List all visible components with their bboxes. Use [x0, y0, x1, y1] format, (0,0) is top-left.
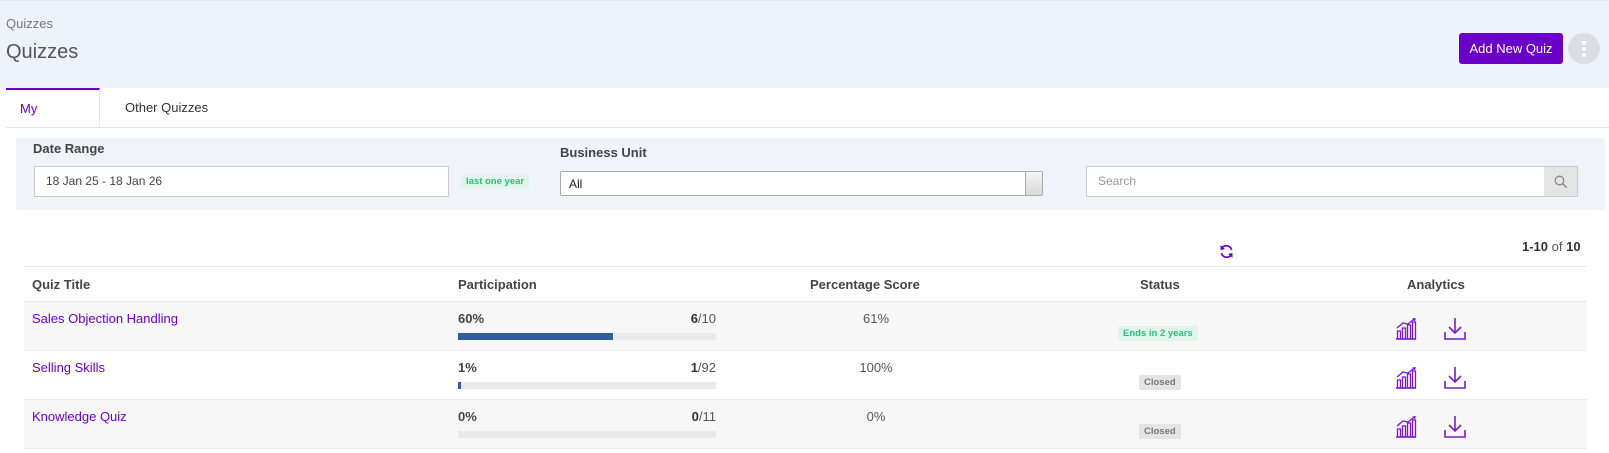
participated-count: 1: [690, 360, 698, 375]
add-new-quiz-button[interactable]: Add New Quiz: [1459, 33, 1563, 64]
participation-progress-bar: [458, 333, 716, 340]
participation-progress-fill: [458, 333, 613, 340]
table-row: Knowledge Quiz 0% 0/11 0% Closed: [24, 400, 1587, 449]
participated-count: 6: [690, 311, 698, 326]
participant-total: /10: [697, 311, 716, 326]
filter-panel: Date Range 18 Jan 25 - 18 Jan 26 last on…: [16, 138, 1605, 210]
date-range-badge: last one year: [461, 174, 530, 189]
participation-progress-bar: [458, 382, 716, 389]
participation-percent: 0%: [458, 409, 477, 424]
bar-chart-icon[interactable]: [1394, 317, 1418, 341]
search-button[interactable]: [1544, 166, 1578, 197]
pagination-range: 1-10: [1522, 239, 1549, 254]
page-header: Quizzes Quizzes Add New Quiz: [0, 0, 1609, 88]
breadcrumb[interactable]: Quizzes: [6, 16, 53, 31]
percentage-score: 100%: [859, 360, 893, 375]
date-range-input[interactable]: 18 Jan 25 - 18 Jan 26: [34, 166, 449, 197]
participation-percent: 60%: [458, 311, 485, 326]
status-badge: Closed: [1139, 375, 1181, 390]
select-arrow-icon[interactable]: [1025, 172, 1042, 195]
header-quiz-title[interactable]: Quiz Title: [32, 277, 91, 292]
percentage-score: 61%: [862, 311, 890, 326]
business-unit-label: Business Unit: [560, 145, 647, 160]
quiz-tabs: My Quizzes Other Quizzes: [6, 88, 1609, 153]
table-row: Sales Objection Handling 60% 6/10 61% Ends i…: [24, 302, 1587, 351]
participated-count: 0: [691, 409, 699, 424]
percentage-score: 0%: [866, 409, 886, 424]
table-header: Quiz Title Participation Percentage Scor…: [24, 267, 1587, 302]
download-icon[interactable]: [1443, 366, 1467, 390]
participation-count: 6/10: [628, 311, 716, 326]
bar-chart-icon[interactable]: [1394, 366, 1418, 390]
quiz-title-link[interactable]: Knowledge Quiz: [32, 409, 127, 424]
search-icon: [1554, 175, 1567, 188]
participation-count: 0/11: [628, 409, 716, 424]
date-range-label: Date Range: [33, 141, 105, 156]
pagination-info: 1-10 of 10: [1522, 239, 1581, 254]
more-vertical-icon[interactable]: [1568, 33, 1600, 64]
status-badge: Closed: [1139, 424, 1181, 439]
participant-total: /92: [697, 360, 716, 375]
pagination-of: of: [1551, 239, 1563, 254]
quiz-title-link[interactable]: Sales Objection Handling: [32, 311, 178, 326]
header-percentage-score[interactable]: Percentage Score: [810, 277, 920, 292]
business-unit-value: All: [569, 177, 583, 191]
refresh-icon[interactable]: [1218, 243, 1235, 260]
participant-total: /11: [698, 409, 716, 424]
page-title: Quizzes: [6, 41, 79, 63]
tab-other-quizzes[interactable]: Other Quizzes: [125, 100, 209, 115]
bar-chart-icon[interactable]: [1394, 415, 1418, 439]
header-analytics: Analytics: [1407, 277, 1465, 292]
quiz-title-link[interactable]: Selling Skills: [32, 360, 105, 375]
participation-count: 1/92: [628, 360, 716, 375]
header-status[interactable]: Status: [1140, 277, 1180, 292]
participation-progress-bar: [458, 431, 716, 438]
participation-percent: 1%: [458, 360, 477, 375]
participation-progress-fill: [458, 382, 461, 389]
download-icon[interactable]: [1443, 415, 1467, 439]
search-input[interactable]: Search: [1086, 166, 1545, 197]
business-unit-select[interactable]: All: [560, 171, 1043, 196]
quiz-table: Quiz Title Participation Percentage Scor…: [24, 266, 1587, 449]
table-row: Selling Skills 1% 1/92 100% Closed: [24, 351, 1587, 400]
pagination-total: 10: [1566, 239, 1581, 254]
header-participation[interactable]: Participation: [458, 277, 537, 292]
download-icon[interactable]: [1443, 317, 1467, 341]
status-badge: Ends in 2 years: [1118, 326, 1198, 341]
tab-my-quizzes[interactable]: My Quizzes: [6, 88, 100, 153]
